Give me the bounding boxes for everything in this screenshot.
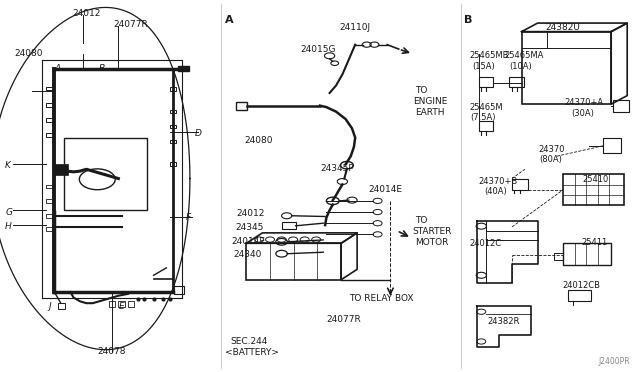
Bar	[554, 253, 563, 260]
Bar	[603, 138, 621, 153]
Text: H: H	[5, 222, 12, 231]
Bar	[46, 227, 52, 231]
Bar	[178, 66, 189, 71]
Text: 25411: 25411	[581, 238, 607, 247]
Text: 24382U: 24382U	[545, 23, 580, 32]
Text: 24080: 24080	[14, 49, 43, 58]
Text: (30A): (30A)	[571, 109, 594, 118]
Text: 24370: 24370	[539, 145, 565, 154]
Text: 24014E: 24014E	[368, 185, 402, 194]
Text: 24370+A: 24370+A	[564, 98, 604, 107]
Text: 24345P: 24345P	[320, 164, 354, 173]
Text: (15A): (15A)	[472, 62, 495, 71]
Text: EARTH: EARTH	[415, 108, 444, 117]
Text: 24015G: 24015G	[301, 45, 336, 54]
Text: 24080: 24080	[244, 136, 273, 145]
Text: SEC.244: SEC.244	[230, 337, 268, 346]
Text: B: B	[99, 64, 106, 73]
Bar	[246, 243, 341, 280]
Text: STARTER: STARTER	[413, 227, 452, 236]
Text: TO: TO	[415, 216, 427, 225]
Text: 25465MA: 25465MA	[504, 51, 544, 60]
Bar	[170, 162, 176, 166]
Bar	[55, 164, 68, 175]
Bar	[522, 32, 611, 104]
Bar	[64, 138, 147, 210]
Bar	[46, 118, 54, 122]
Bar	[170, 140, 176, 143]
Bar	[282, 222, 296, 229]
Text: (80A): (80A)	[539, 155, 562, 164]
Text: TO RELAY BOX: TO RELAY BOX	[349, 294, 413, 303]
Text: 25465MB: 25465MB	[470, 51, 509, 60]
Bar	[46, 199, 52, 203]
Text: K: K	[5, 161, 11, 170]
Text: 24382R: 24382R	[488, 317, 520, 326]
Bar	[58, 303, 65, 309]
Text: F: F	[186, 213, 191, 222]
Text: D: D	[195, 129, 202, 138]
Bar	[128, 301, 134, 307]
Bar	[46, 87, 54, 90]
Text: 24077R: 24077R	[114, 20, 148, 29]
Bar	[479, 77, 493, 87]
Text: 24370+B: 24370+B	[479, 177, 518, 186]
Bar	[479, 121, 493, 131]
Text: 24340: 24340	[233, 250, 261, 259]
Bar	[46, 133, 54, 137]
Bar	[118, 301, 125, 307]
Text: MOTOR: MOTOR	[415, 238, 448, 247]
Text: <BATTERY>: <BATTERY>	[225, 348, 279, 357]
Text: 24014E: 24014E	[232, 237, 266, 246]
Text: TO: TO	[415, 86, 427, 94]
Text: 25410: 25410	[582, 175, 609, 184]
Text: 24012CB: 24012CB	[562, 281, 600, 290]
Text: 24077R: 24077R	[326, 315, 361, 324]
Text: A: A	[54, 64, 61, 73]
Bar	[174, 286, 184, 294]
Text: E: E	[118, 302, 124, 311]
Text: 24012: 24012	[237, 209, 265, 218]
Text: 24012C: 24012C	[470, 239, 502, 248]
Bar	[46, 214, 52, 218]
Text: 24012: 24012	[72, 9, 100, 17]
Text: B: B	[464, 15, 472, 25]
Text: A: A	[225, 15, 234, 25]
Text: (7.5A): (7.5A)	[470, 113, 495, 122]
Text: G: G	[5, 208, 12, 217]
Text: 24078: 24078	[98, 347, 126, 356]
Bar	[109, 301, 115, 307]
Text: ENGINE: ENGINE	[413, 97, 447, 106]
Bar	[46, 185, 52, 188]
Text: 25465M: 25465M	[470, 103, 504, 112]
Bar	[563, 174, 624, 205]
Bar	[170, 125, 176, 128]
Bar	[512, 179, 528, 190]
Text: 24345: 24345	[236, 223, 264, 232]
Text: (10A): (10A)	[509, 62, 532, 71]
Bar	[563, 243, 611, 265]
Bar	[236, 102, 247, 110]
Text: J2400PR: J2400PR	[599, 357, 630, 366]
Bar	[568, 290, 591, 301]
Bar	[170, 87, 176, 91]
Text: 24110J: 24110J	[339, 23, 371, 32]
Bar	[170, 110, 176, 113]
Bar	[509, 77, 524, 87]
Bar	[46, 103, 54, 107]
Text: (40A): (40A)	[484, 187, 507, 196]
Text: J: J	[48, 302, 51, 311]
Bar	[613, 100, 629, 112]
